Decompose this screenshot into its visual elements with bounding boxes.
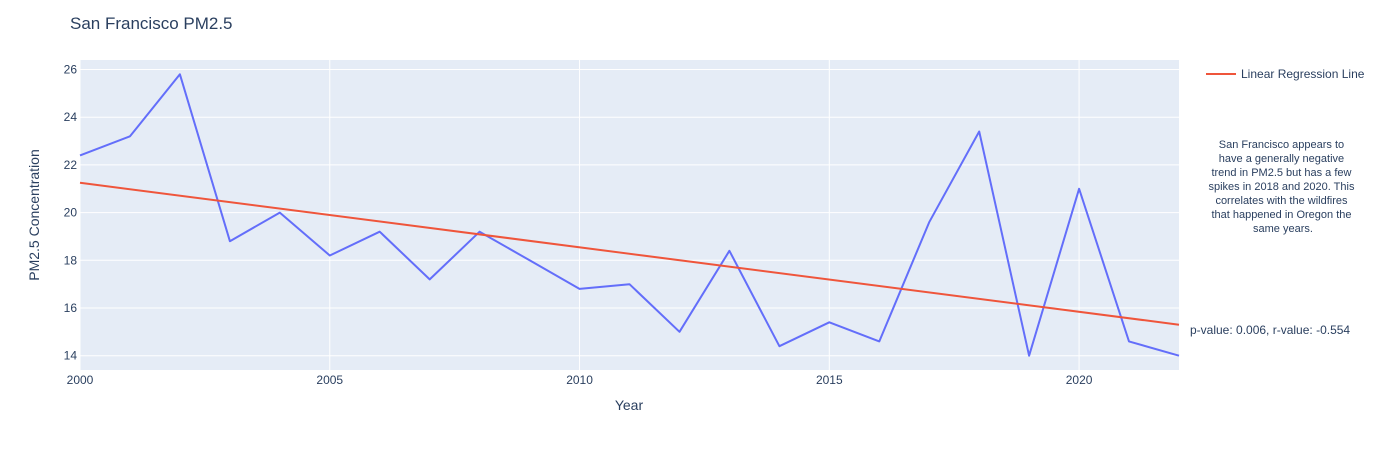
- y-tick-label: 22: [64, 158, 78, 172]
- plot-area: [80, 60, 1179, 370]
- x-tick-label: 2000: [67, 373, 94, 387]
- pm25-series-line: [79, 73, 1180, 357]
- y-axis-title: PM2.5 Concentration: [26, 149, 42, 281]
- series-layer: [79, 73, 1180, 357]
- legend[interactable]: Linear Regression Line: [1206, 67, 1365, 81]
- y-tick-label: 14: [64, 349, 78, 363]
- y-tick-labels: 14 16 18 20 22 24 26: [64, 63, 78, 363]
- regression-line: [79, 181, 1180, 326]
- x-tick-label: 2005: [316, 373, 343, 387]
- annotation-note-line: San Francisco appears to: [1219, 139, 1344, 151]
- annotation-note-line: have a generally negative: [1219, 153, 1344, 165]
- y-tick-label: 18: [64, 253, 78, 267]
- annotation-note-line: spikes in 2018 and 2020. This: [1208, 181, 1354, 193]
- y-tick-label: 26: [64, 63, 78, 77]
- x-tick-labels: 2000 2005 2010 2015 2020: [67, 373, 1093, 387]
- x-tick-label: 2020: [1066, 373, 1093, 387]
- legend-label-regression[interactable]: Linear Regression Line: [1241, 67, 1365, 81]
- annotation-note-line: that happened in Oregon the: [1211, 209, 1351, 221]
- y-tick-label: 24: [64, 110, 78, 124]
- x-axis-title: Year: [615, 397, 644, 413]
- x-gridlines: [79, 60, 1080, 370]
- annotation-note-line: same years.: [1253, 223, 1313, 235]
- annotation-note: San Francisco appears to have a generall…: [1208, 139, 1357, 235]
- annotation-note-line: correlates with the wildfires: [1215, 195, 1348, 207]
- chart-title: San Francisco PM2.5: [70, 14, 233, 33]
- x-tick-label: 2015: [816, 373, 843, 387]
- regression-stats: p-value: 0.006, r-value: -0.554: [1190, 323, 1350, 337]
- y-tick-label: 20: [64, 206, 78, 220]
- annotation-note-line: trend in PM2.5 but has a few: [1211, 167, 1351, 179]
- y-tick-label: 16: [64, 301, 78, 315]
- y-gridlines: [80, 69, 1179, 357]
- x-tick-label: 2010: [566, 373, 593, 387]
